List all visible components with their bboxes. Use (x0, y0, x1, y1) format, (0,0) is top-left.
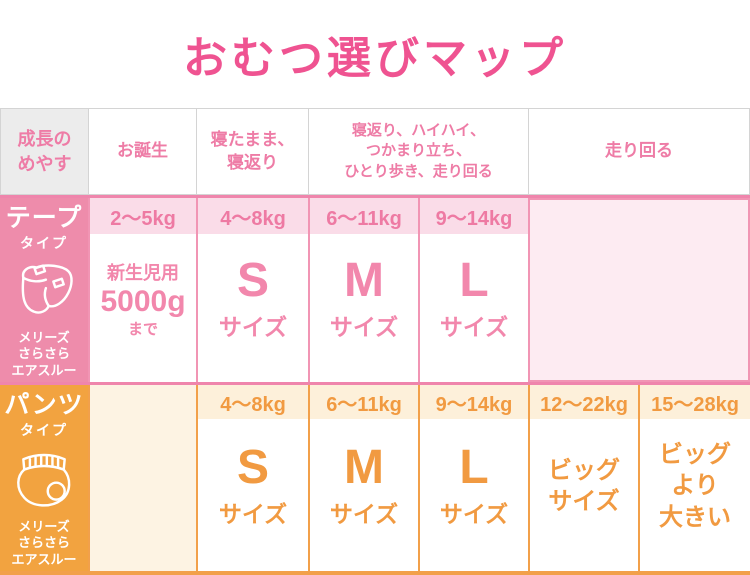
weight-badge: 9〜14kg (420, 198, 528, 234)
size-label: サイズ (218, 500, 288, 527)
big-size-label: ビッグ サイズ (548, 456, 620, 515)
size-letter: M (344, 253, 384, 307)
weight-badge: 2〜5kg (90, 198, 196, 234)
pants-diaper-icon (11, 440, 77, 519)
tape-type-kind-label: タイプ (20, 234, 68, 251)
size-value: S サイズ (198, 419, 308, 571)
tape-type-label: テープ (5, 204, 83, 232)
tape-diaper-icon (11, 253, 77, 330)
weight-badge: 12〜22kg (530, 385, 638, 419)
header-cell-stage-running: 走り回る (528, 108, 750, 195)
newborn-line3: まで (127, 321, 158, 338)
pants-empty-region (88, 385, 196, 571)
weight-badge: 6〜11kg (310, 198, 418, 234)
size-label: サイズ (439, 500, 509, 527)
size-value: M サイズ (310, 234, 418, 382)
tape-type-row: テープ タイプ メリーズ さらさら エアスルー 2〜5kg 新生児用 5000g… (0, 195, 750, 385)
header-cell-growth: 成長の めやす (0, 108, 88, 195)
weight-badge: 4〜8kg (198, 198, 308, 234)
growth-stage-header-row: 成長の めやす お誕生 寝たまま、 寝返り 寝返り、ハイハイ、 つかまり立ち、 … (0, 108, 750, 195)
size-letter: S (236, 253, 269, 307)
size-value: S サイズ (198, 234, 308, 382)
size-label: サイズ (329, 313, 399, 340)
size-value: ビッグ サイズ (530, 419, 638, 571)
tape-cell-l: 9〜14kg L サイズ (418, 198, 528, 382)
size-letter: L (459, 253, 489, 307)
title-bar: おむつ選びマップ (0, 0, 750, 108)
pants-brand-label: メリーズ さらさら エアスルー (11, 518, 77, 568)
weight-badge: 4〜8kg (198, 385, 308, 419)
header-cell-stage-lying: 寝たまま、 寝返り (196, 108, 308, 195)
newborn-line2: 5000g (100, 285, 186, 318)
tape-cell-newborn: 2〜5kg 新生児用 5000g まで (88, 198, 196, 382)
size-label: サイズ (329, 500, 399, 527)
pants-sidebar: パンツ タイプ メリーズ さらさら エアスルー (0, 385, 88, 571)
tape-cell-m: 6〜11kg M サイズ (308, 198, 418, 382)
weight-badge: 15〜28kg (640, 385, 750, 419)
weight-badge: 9〜14kg (420, 385, 528, 419)
newborn-line1: 新生児用 (107, 263, 179, 283)
tape-cell-s: 4〜8kg S サイズ (196, 198, 308, 382)
pants-type-label: パンツ (4, 391, 84, 419)
size-value: L サイズ (420, 419, 528, 571)
pants-type-row: パンツ タイプ メリーズ さらさら エアスルー 4〜8kg S サイズ 6〜11… (0, 385, 750, 575)
size-letter: M (344, 440, 384, 494)
header-cell-stage-crawling: 寝返り、ハイハイ、 つかまり立ち、 ひとり歩き、走り回る (308, 108, 528, 195)
size-letter: L (459, 440, 489, 494)
pants-cell-bigger: 15〜28kg ビッグ より 大きい (638, 385, 750, 571)
header-cell-stage-birth: お誕生 (88, 108, 196, 195)
pants-cell-big: 12〜22kg ビッグ サイズ (528, 385, 638, 571)
pants-cell-l: 9〜14kg L サイズ (418, 385, 528, 571)
size-label: サイズ (218, 313, 288, 340)
size-letter: S (236, 440, 269, 494)
page-title: おむつ選びマップ (183, 34, 567, 83)
pants-cell-m: 6〜11kg M サイズ (308, 385, 418, 571)
size-value: L サイズ (420, 234, 528, 382)
size-value: M サイズ (310, 419, 418, 571)
size-label: サイズ (439, 313, 509, 340)
pants-type-kind-label: タイプ (20, 421, 68, 438)
weight-badge: 6〜11kg (310, 385, 418, 419)
size-value: ビッグ より 大きい (640, 419, 750, 571)
tape-brand-label: メリーズ さらさら エアスルー (11, 329, 77, 379)
pants-cell-s: 4〜8kg S サイズ (196, 385, 308, 571)
tape-empty-region (528, 198, 750, 382)
tape-sidebar: テープ タイプ メリーズ さらさら エアスルー (0, 198, 88, 382)
size-value: 新生児用 5000g まで (90, 234, 196, 382)
bigger-size-label: ビッグ より 大きい (659, 441, 731, 531)
